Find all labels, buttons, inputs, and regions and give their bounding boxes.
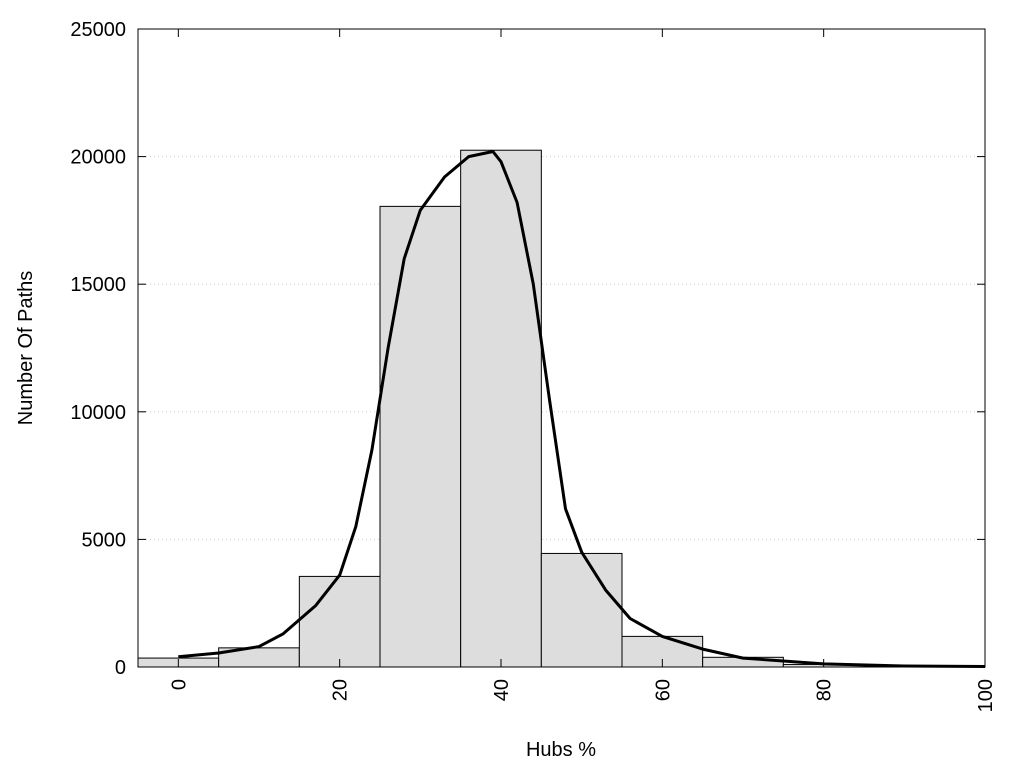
histogram-bars <box>137 149 946 668</box>
histogram-bar <box>379 205 462 668</box>
histogram-bar <box>460 149 542 668</box>
x-axis-title: Hubs % <box>526 739 596 761</box>
y-tick-label: 5000 <box>82 529 127 551</box>
x-tick-label: 80 <box>814 679 836 701</box>
x-tick-label: 40 <box>491 679 513 701</box>
x-tick-label: 100 <box>975 679 997 712</box>
y-tick-label: 20000 <box>70 147 126 169</box>
x-tick-label: 20 <box>330 679 352 701</box>
x-tick-labels: 0 20 40 60 80 100 <box>168 679 997 712</box>
y-axis-title: Number Of Paths <box>15 271 37 426</box>
y-tick-label: 0 <box>115 657 126 679</box>
histogram-bar <box>298 575 381 668</box>
x-tick-label: 60 <box>652 679 674 701</box>
y-tick-label: 15000 <box>70 274 126 296</box>
y-tick-label: 10000 <box>70 402 126 424</box>
histogram-bar <box>540 552 623 668</box>
x-tick-label: 0 <box>168 679 190 690</box>
fit-curve <box>178 150 986 668</box>
y-tick-label: 25000 <box>70 19 126 41</box>
y-tick-labels: 0 5000 10000 15000 20000 25000 <box>70 19 126 679</box>
plot-frame <box>137 28 986 668</box>
